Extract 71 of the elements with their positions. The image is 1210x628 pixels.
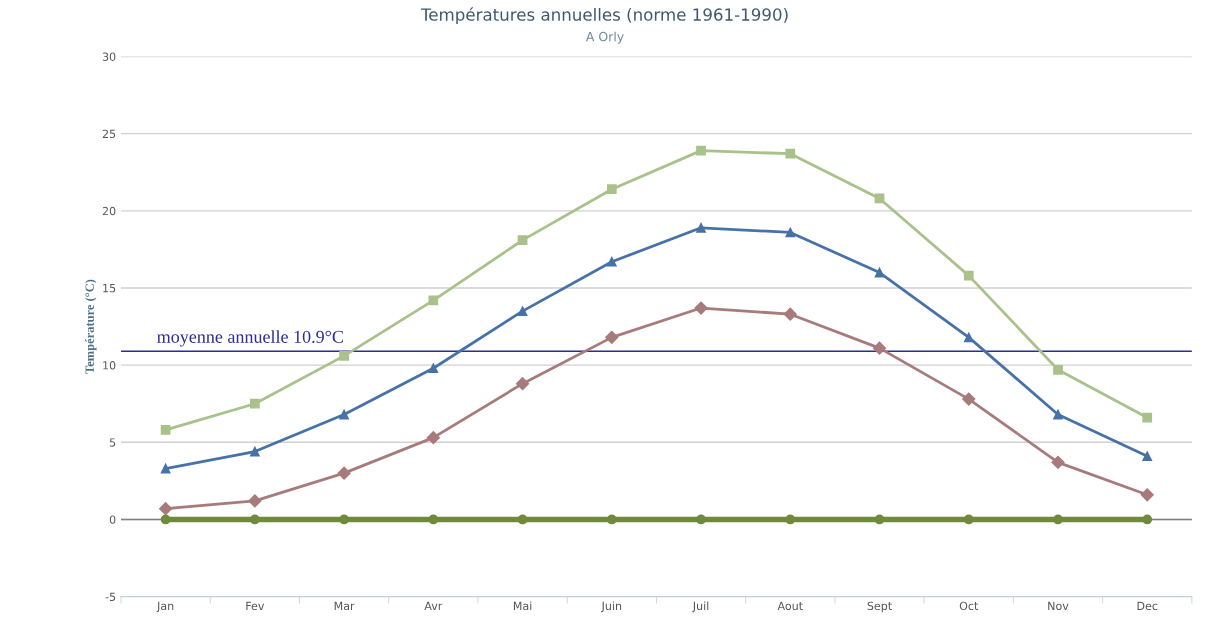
x-tick-label: Nov [1048, 601, 1069, 611]
point [517, 514, 528, 525]
point [962, 392, 976, 406]
y-axis-title: Température (°C) [85, 279, 97, 374]
point [160, 514, 171, 525]
y-tick-label: 5 [109, 438, 116, 447]
point [874, 267, 885, 278]
x-tick-label: Dec [1137, 601, 1158, 611]
point [1140, 488, 1154, 502]
ref-line-label: moyenne annuelle 10.9°C [157, 330, 343, 347]
point [963, 332, 974, 343]
point [339, 351, 349, 361]
point [785, 148, 796, 159]
point [606, 256, 617, 267]
point [696, 222, 706, 233]
point [517, 306, 528, 316]
x-tick-label: Juil [692, 601, 709, 613]
point [694, 301, 708, 315]
point [249, 398, 260, 409]
point [696, 145, 706, 156]
y-tick-label: 20 [102, 206, 116, 216]
point [517, 235, 528, 246]
point [606, 184, 617, 195]
point [1053, 514, 1063, 525]
point [339, 409, 349, 420]
x-tick-label: Juin [601, 601, 622, 613]
point [696, 514, 706, 525]
point [249, 514, 260, 525]
point [963, 514, 974, 525]
y-tick-label: -5 [105, 592, 116, 601]
point [428, 295, 439, 306]
y-tick-label: 10 [103, 361, 116, 370]
point [426, 431, 440, 445]
y-tick-label: 30 [102, 52, 116, 61]
point [337, 466, 351, 480]
point [1142, 451, 1153, 462]
point [783, 307, 797, 321]
point [785, 227, 796, 238]
point [160, 463, 171, 474]
x-tick-label: Mai [513, 601, 532, 611]
chart-subtitle: A Orly [585, 31, 624, 44]
y-tick-label: 0 [109, 515, 116, 524]
point [1142, 412, 1153, 423]
chart-title: Températures annuelles (norme 1961-1990) [420, 7, 788, 25]
y-tick-label: 25 [102, 129, 116, 139]
x-tick-label: Jan [156, 601, 174, 613]
point [1142, 514, 1153, 525]
point [249, 446, 260, 457]
point [785, 514, 796, 525]
point [963, 270, 974, 281]
x-tick-label: Fev [246, 601, 265, 611]
point [1051, 455, 1065, 469]
x-tick-label: Aout [777, 601, 803, 611]
x-tick-label: Sept [867, 601, 892, 613]
point [159, 502, 173, 516]
x-tick-label: Mar [334, 601, 355, 611]
point [428, 363, 439, 374]
point [160, 425, 171, 435]
point [339, 514, 349, 525]
y-tick-label: 15 [103, 284, 116, 293]
point [605, 330, 619, 344]
x-tick-label: Avr [424, 601, 443, 610]
point [428, 514, 439, 525]
point [1053, 364, 1063, 375]
point [248, 494, 262, 508]
point [1053, 409, 1063, 420]
point [874, 514, 885, 525]
x-tick-label: Oct [959, 601, 979, 611]
point [515, 377, 530, 391]
point [872, 341, 887, 355]
point [606, 514, 617, 525]
